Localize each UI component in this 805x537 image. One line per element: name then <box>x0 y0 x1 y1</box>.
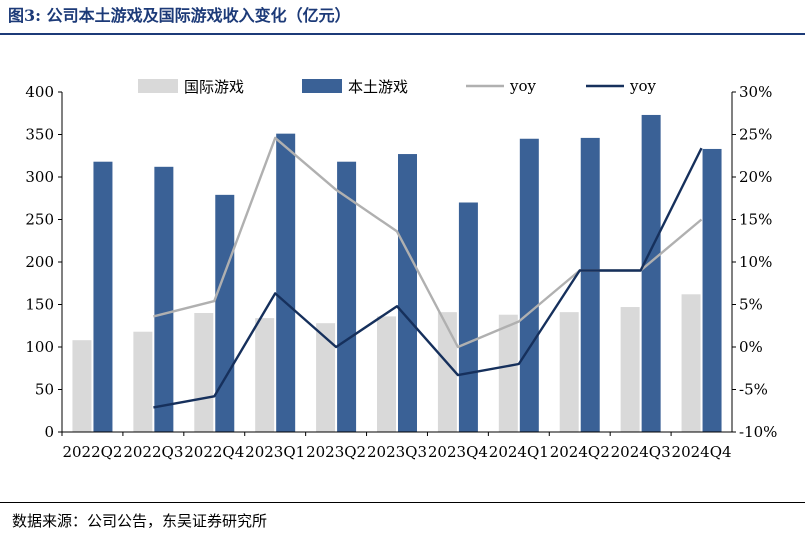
x-tick-label: 2024Q4 <box>672 443 732 461</box>
y-tick-label-right: -10% <box>739 423 777 441</box>
bar-domestic <box>93 161 113 432</box>
y-tick-label-right: 30% <box>739 83 772 101</box>
y-tick-label-left: 50 <box>35 381 54 399</box>
chart-legend: 国际游戏 本土游戏 yoy yoy <box>138 77 657 96</box>
bar-domestic <box>154 166 174 433</box>
bar-international <box>498 314 518 432</box>
bar-domestic <box>519 138 539 432</box>
y-tick-label-left: 400 <box>25 83 54 101</box>
bar-domestic <box>215 194 235 432</box>
x-tick-label: 2024Q2 <box>550 443 610 461</box>
x-tick-label: 2023Q3 <box>367 443 427 461</box>
x-tick-label: 2022Q3 <box>123 443 183 461</box>
x-tick-label: 2022Q4 <box>184 443 244 461</box>
figure-title: 图3: 公司本土游戏及国际游戏收入变化（亿元） <box>8 2 351 26</box>
legend-label-yoy-domestic: yoy <box>629 77 657 95</box>
bar-international <box>681 294 701 432</box>
y-tick-label-left: 250 <box>25 211 54 229</box>
y-tick-label-right: 5% <box>739 296 763 314</box>
chart-axes: 0 50 100 150 200 250 300 350 400 -10% -5% 0% 5% 10% 15… <box>25 83 777 461</box>
x-tick-label: 2023Q2 <box>306 443 366 461</box>
y-tick-label-left: 0 <box>44 423 54 441</box>
source-note: 数据来源：公司公告，东吴证券研究所 <box>12 512 268 530</box>
legend-swatch-international <box>138 79 178 93</box>
x-tick-label: 2022Q2 <box>62 443 122 461</box>
bar-domestic <box>276 133 296 432</box>
bar-international <box>255 318 275 432</box>
y-tick-label-right: 10% <box>739 253 772 271</box>
bar-international <box>377 316 396 432</box>
y-tick-label-left: 300 <box>25 168 54 186</box>
x-tick-label: 2024Q3 <box>611 443 671 461</box>
figure-number: 图3: <box>8 6 42 25</box>
series-international-bars <box>72 294 701 432</box>
y-tick-label-left: 200 <box>25 253 54 271</box>
bar-domestic <box>580 137 600 432</box>
bar-international <box>559 312 579 432</box>
bar-international <box>194 313 214 432</box>
bar-international <box>620 307 640 432</box>
y-tick-label-right: 0% <box>739 338 763 356</box>
title-rule <box>0 33 805 35</box>
x-tick-label: 2023Q4 <box>428 443 488 461</box>
y-tick-label-left: 150 <box>25 296 54 314</box>
y-tick-label-left: 350 <box>25 126 54 144</box>
x-tick-label: 2024Q1 <box>489 443 549 461</box>
y-tick-label-right: -5% <box>739 381 768 399</box>
combo-chart: 0 50 100 150 200 250 300 350 400 -10% -5% 0% 5% 10% 15… <box>25 77 777 461</box>
legend-label-domestic: 本土游戏 <box>348 78 408 96</box>
x-tick-label: 2023Q1 <box>245 443 305 461</box>
series-yoy-lines <box>153 136 703 409</box>
legend-swatch-domestic <box>302 79 342 93</box>
bar-domestic <box>458 202 478 432</box>
legend-label-international: 国际游戏 <box>184 78 244 96</box>
y-tick-label-left: 100 <box>25 338 54 356</box>
bar-domestic <box>641 114 661 432</box>
bar-domestic <box>702 148 722 432</box>
y-tick-label-right: 15% <box>739 211 772 229</box>
bar-international <box>72 340 92 432</box>
figure-title-text: 公司本土游戏及国际游戏收入变化（亿元） <box>46 6 351 25</box>
bar-international <box>133 331 153 432</box>
bar-domestic <box>398 154 417 433</box>
line-yoy-domestic <box>153 147 703 409</box>
line-yoy-international <box>153 136 703 349</box>
y-tick-label-right: 20% <box>739 168 772 186</box>
series-domestic-bars <box>93 114 722 433</box>
bar-international <box>437 312 457 432</box>
legend-label-yoy-international: yoy <box>509 77 537 95</box>
bar-domestic <box>337 161 357 432</box>
y-tick-label-right: 25% <box>739 126 772 144</box>
bar-international <box>316 323 336 432</box>
footer-rule <box>0 502 805 503</box>
